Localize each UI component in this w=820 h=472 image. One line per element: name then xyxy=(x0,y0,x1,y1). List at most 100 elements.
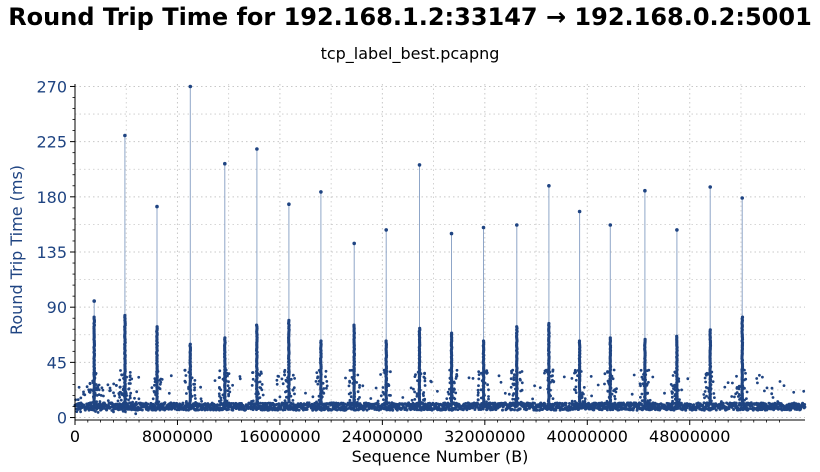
y-axis-label: Round Trip Time (ms) xyxy=(7,165,26,335)
data-point xyxy=(280,377,284,381)
data-point xyxy=(159,404,163,407)
data-point xyxy=(319,190,323,194)
data-point xyxy=(134,412,138,416)
data-point xyxy=(95,400,98,404)
data-point xyxy=(254,392,258,396)
data-point xyxy=(481,407,485,411)
data-point xyxy=(415,394,419,398)
data-point xyxy=(745,390,749,394)
data-point xyxy=(153,380,157,384)
data-point xyxy=(348,398,352,402)
data-point xyxy=(452,390,455,393)
data-point xyxy=(146,402,150,406)
data-point xyxy=(187,370,191,374)
data-point xyxy=(578,384,581,388)
data-point xyxy=(613,394,616,398)
data-point xyxy=(94,383,98,386)
data-point xyxy=(135,390,139,394)
data-point xyxy=(113,394,116,398)
data-point xyxy=(630,392,634,396)
data-point xyxy=(75,403,79,407)
data-point xyxy=(481,225,486,230)
data-point xyxy=(154,401,158,405)
data-point xyxy=(751,408,755,412)
data-point xyxy=(326,405,330,409)
data-point xyxy=(554,408,558,412)
data-point xyxy=(707,396,711,400)
data-point xyxy=(605,408,609,412)
data-point xyxy=(574,370,578,374)
data-point xyxy=(256,400,260,403)
data-point xyxy=(579,370,583,373)
data-point xyxy=(608,377,612,381)
data-point xyxy=(583,399,587,403)
data-point xyxy=(118,378,122,382)
data-point xyxy=(391,408,395,412)
data-point xyxy=(347,384,351,388)
data-point xyxy=(450,331,454,335)
data-point xyxy=(709,383,713,387)
data-point xyxy=(704,386,708,389)
data-point xyxy=(641,378,645,381)
data-point xyxy=(387,401,391,405)
data-point xyxy=(183,368,187,372)
data-point xyxy=(253,402,257,405)
data-point xyxy=(745,397,748,400)
data-point xyxy=(511,397,515,401)
data-point xyxy=(251,377,255,381)
data-point xyxy=(383,371,387,375)
data-point xyxy=(501,408,504,412)
data-point xyxy=(578,376,582,380)
data-point xyxy=(108,386,112,390)
data-point xyxy=(257,392,260,396)
data-point xyxy=(91,379,95,383)
data-point xyxy=(154,378,157,382)
data-point xyxy=(200,399,204,403)
chart-subtitle: tcp_label_best.pcapng xyxy=(320,44,500,63)
data-point xyxy=(453,381,456,385)
data-point xyxy=(519,400,523,404)
data-point xyxy=(223,161,227,166)
data-point xyxy=(782,384,786,387)
data-point xyxy=(227,407,230,411)
data-point xyxy=(106,383,110,387)
data-point xyxy=(768,402,772,406)
data-point xyxy=(238,375,242,378)
data-point xyxy=(287,318,291,322)
series-stems xyxy=(93,86,743,344)
data-point xyxy=(118,402,121,406)
data-point xyxy=(476,388,480,392)
data-point xyxy=(137,397,141,401)
data-point xyxy=(643,371,646,375)
data-point xyxy=(323,404,326,408)
data-point xyxy=(384,384,388,388)
data-point xyxy=(707,390,711,393)
data-point xyxy=(515,370,519,373)
y-tick-label: 135 xyxy=(36,243,67,262)
data-point xyxy=(285,389,288,393)
data-point xyxy=(533,384,536,388)
data-point xyxy=(94,410,97,413)
data-point xyxy=(485,400,488,404)
data-point xyxy=(509,377,513,381)
y-tick-label: 45 xyxy=(47,353,67,372)
data-point xyxy=(735,374,738,378)
data-point xyxy=(123,313,127,318)
data-point xyxy=(750,404,754,408)
data-point xyxy=(511,368,515,372)
data-point xyxy=(714,408,718,412)
data-point xyxy=(454,377,458,380)
data-point xyxy=(423,399,426,402)
data-point xyxy=(675,378,679,381)
data-point xyxy=(622,402,626,406)
data-point xyxy=(317,398,321,402)
y-tick-label: 90 xyxy=(47,298,67,317)
data-point xyxy=(709,392,713,396)
data-point xyxy=(184,408,188,412)
data-point xyxy=(167,391,171,395)
data-point xyxy=(576,374,579,377)
data-point xyxy=(578,402,582,406)
data-point xyxy=(477,377,481,381)
data-point xyxy=(99,407,103,411)
data-point xyxy=(454,391,458,395)
